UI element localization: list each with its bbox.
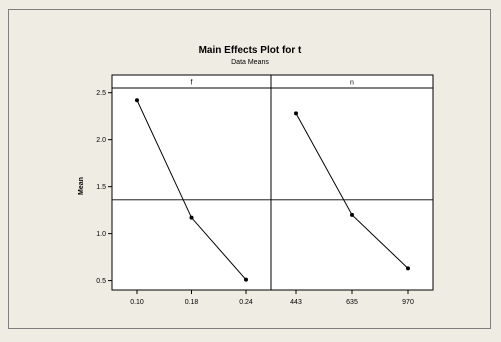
chart-subtitle: Data Means xyxy=(231,59,269,66)
panel-n: n 443 635 970 xyxy=(270,74,434,306)
y-tick-label: 0.5 xyxy=(96,278,106,285)
data-point xyxy=(350,212,354,217)
y-tick-label: 1.0 xyxy=(96,231,106,238)
strip-label-f: f xyxy=(191,80,193,87)
x-tick-label: 635 xyxy=(346,299,358,306)
chart-title: Main Effects Plot for t xyxy=(199,45,302,56)
data-point xyxy=(294,111,298,116)
plot-area xyxy=(111,87,272,291)
data-point xyxy=(189,215,194,220)
plot-area xyxy=(270,87,434,291)
y-tick-label: 1.5 xyxy=(96,184,106,191)
panel-f: f 0.10 0.18 0.24 xyxy=(111,74,272,306)
x-tick-label: 443 xyxy=(290,299,302,306)
strip-header xyxy=(270,74,434,89)
y-tick-label: 2.5 xyxy=(96,90,106,97)
y-tick-label: 2.0 xyxy=(96,137,106,144)
strip-label-n: n xyxy=(350,80,354,87)
x-tick-label: 0.18 xyxy=(185,299,199,306)
x-tick-label: 0.24 xyxy=(239,299,253,306)
x-tick-label: 0.10 xyxy=(130,299,144,306)
data-point xyxy=(135,98,139,103)
data-point xyxy=(406,266,410,271)
y-axis-label: Mean xyxy=(78,177,85,195)
data-point xyxy=(244,277,248,282)
x-tick-label: 970 xyxy=(402,299,414,306)
